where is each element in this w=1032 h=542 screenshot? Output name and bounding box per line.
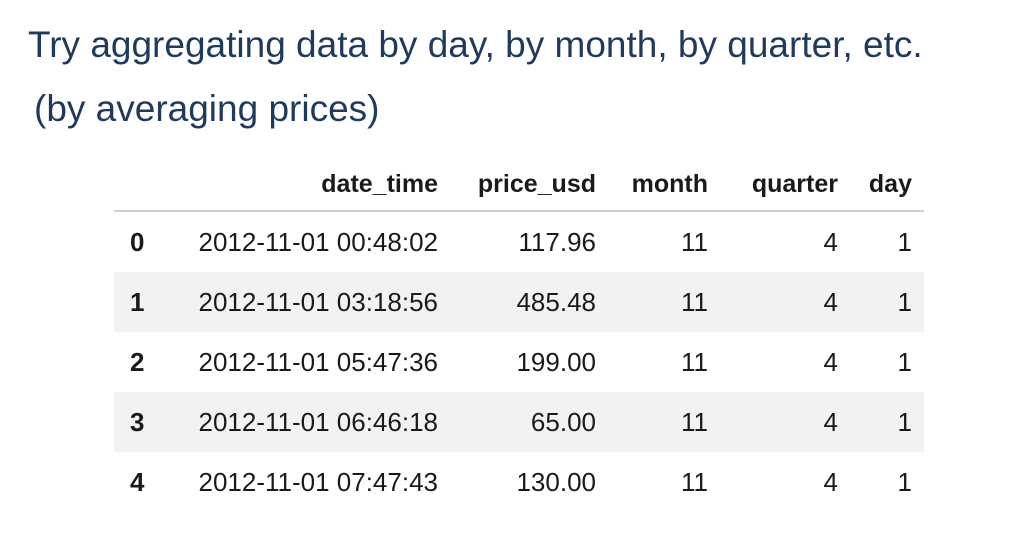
cell-month: 11 [681, 346, 708, 377]
cell-price-usd: 485.48 [516, 286, 596, 317]
cell-day: 1 [897, 406, 912, 437]
row-index: 0 [130, 226, 145, 257]
cell-price-usd: 117.96 [518, 226, 596, 257]
cell-date-time: 2012-11-01 03:18:56 [198, 286, 439, 317]
cell-price-usd: 65.00 [530, 406, 596, 437]
column-header-price-usd: price_usd [477, 169, 596, 198]
heading-line-2: (by averaging prices) [34, 88, 380, 129]
cell-quarter: 4 [823, 406, 838, 437]
cell-quarter: 4 [823, 226, 838, 257]
row-index: 3 [130, 406, 145, 437]
cell-date-time: 2012-11-01 05:47:36 [198, 346, 439, 377]
table-row: 0 2012-11-01 00:48:02 117.96 11 4 1 [114, 212, 924, 272]
cell-price-usd: 130.00 [516, 466, 596, 497]
cell-month: 11 [681, 226, 708, 257]
cell-quarter: 4 [823, 466, 838, 497]
column-header-quarter: quarter [751, 169, 838, 198]
row-index: 4 [130, 466, 145, 497]
column-header-date-time: date_time [321, 169, 438, 198]
cell-date-time: 2012-11-01 06:46:18 [198, 406, 439, 437]
heading-line-1: Try aggregating data by day, by month, b… [28, 24, 923, 65]
cell-month: 11 [681, 286, 708, 317]
cell-quarter: 4 [823, 346, 838, 377]
column-header-month: month [631, 169, 708, 198]
cell-price-usd: 199.00 [516, 346, 596, 377]
table-header-row: date_time price_usd month quarter day [114, 158, 924, 212]
dataframe-table: date_time price_usd month quarter day 0 … [114, 158, 924, 512]
table-row: 2 2012-11-01 05:47:36 199.00 11 4 1 [114, 332, 924, 392]
table-row: 4 2012-11-01 07:47:43 130.00 11 4 1 [114, 452, 924, 512]
cell-month: 11 [681, 406, 708, 437]
column-header-day: day [868, 169, 912, 198]
cell-day: 1 [897, 286, 912, 317]
cell-day: 1 [897, 466, 912, 497]
cell-quarter: 4 [823, 286, 838, 317]
cell-date-time: 2012-11-01 07:47:43 [198, 466, 439, 497]
table-row: 3 2012-11-01 06:46:18 65.00 11 4 1 [114, 392, 924, 452]
cell-day: 1 [897, 226, 912, 257]
row-index: 2 [130, 346, 145, 377]
row-index: 1 [130, 286, 145, 317]
table-row: 1 2012-11-01 03:18:56 485.48 11 4 1 [114, 272, 924, 332]
cell-date-time: 2012-11-01 00:48:02 [198, 226, 439, 257]
cell-day: 1 [897, 346, 912, 377]
cell-month: 11 [681, 466, 708, 497]
